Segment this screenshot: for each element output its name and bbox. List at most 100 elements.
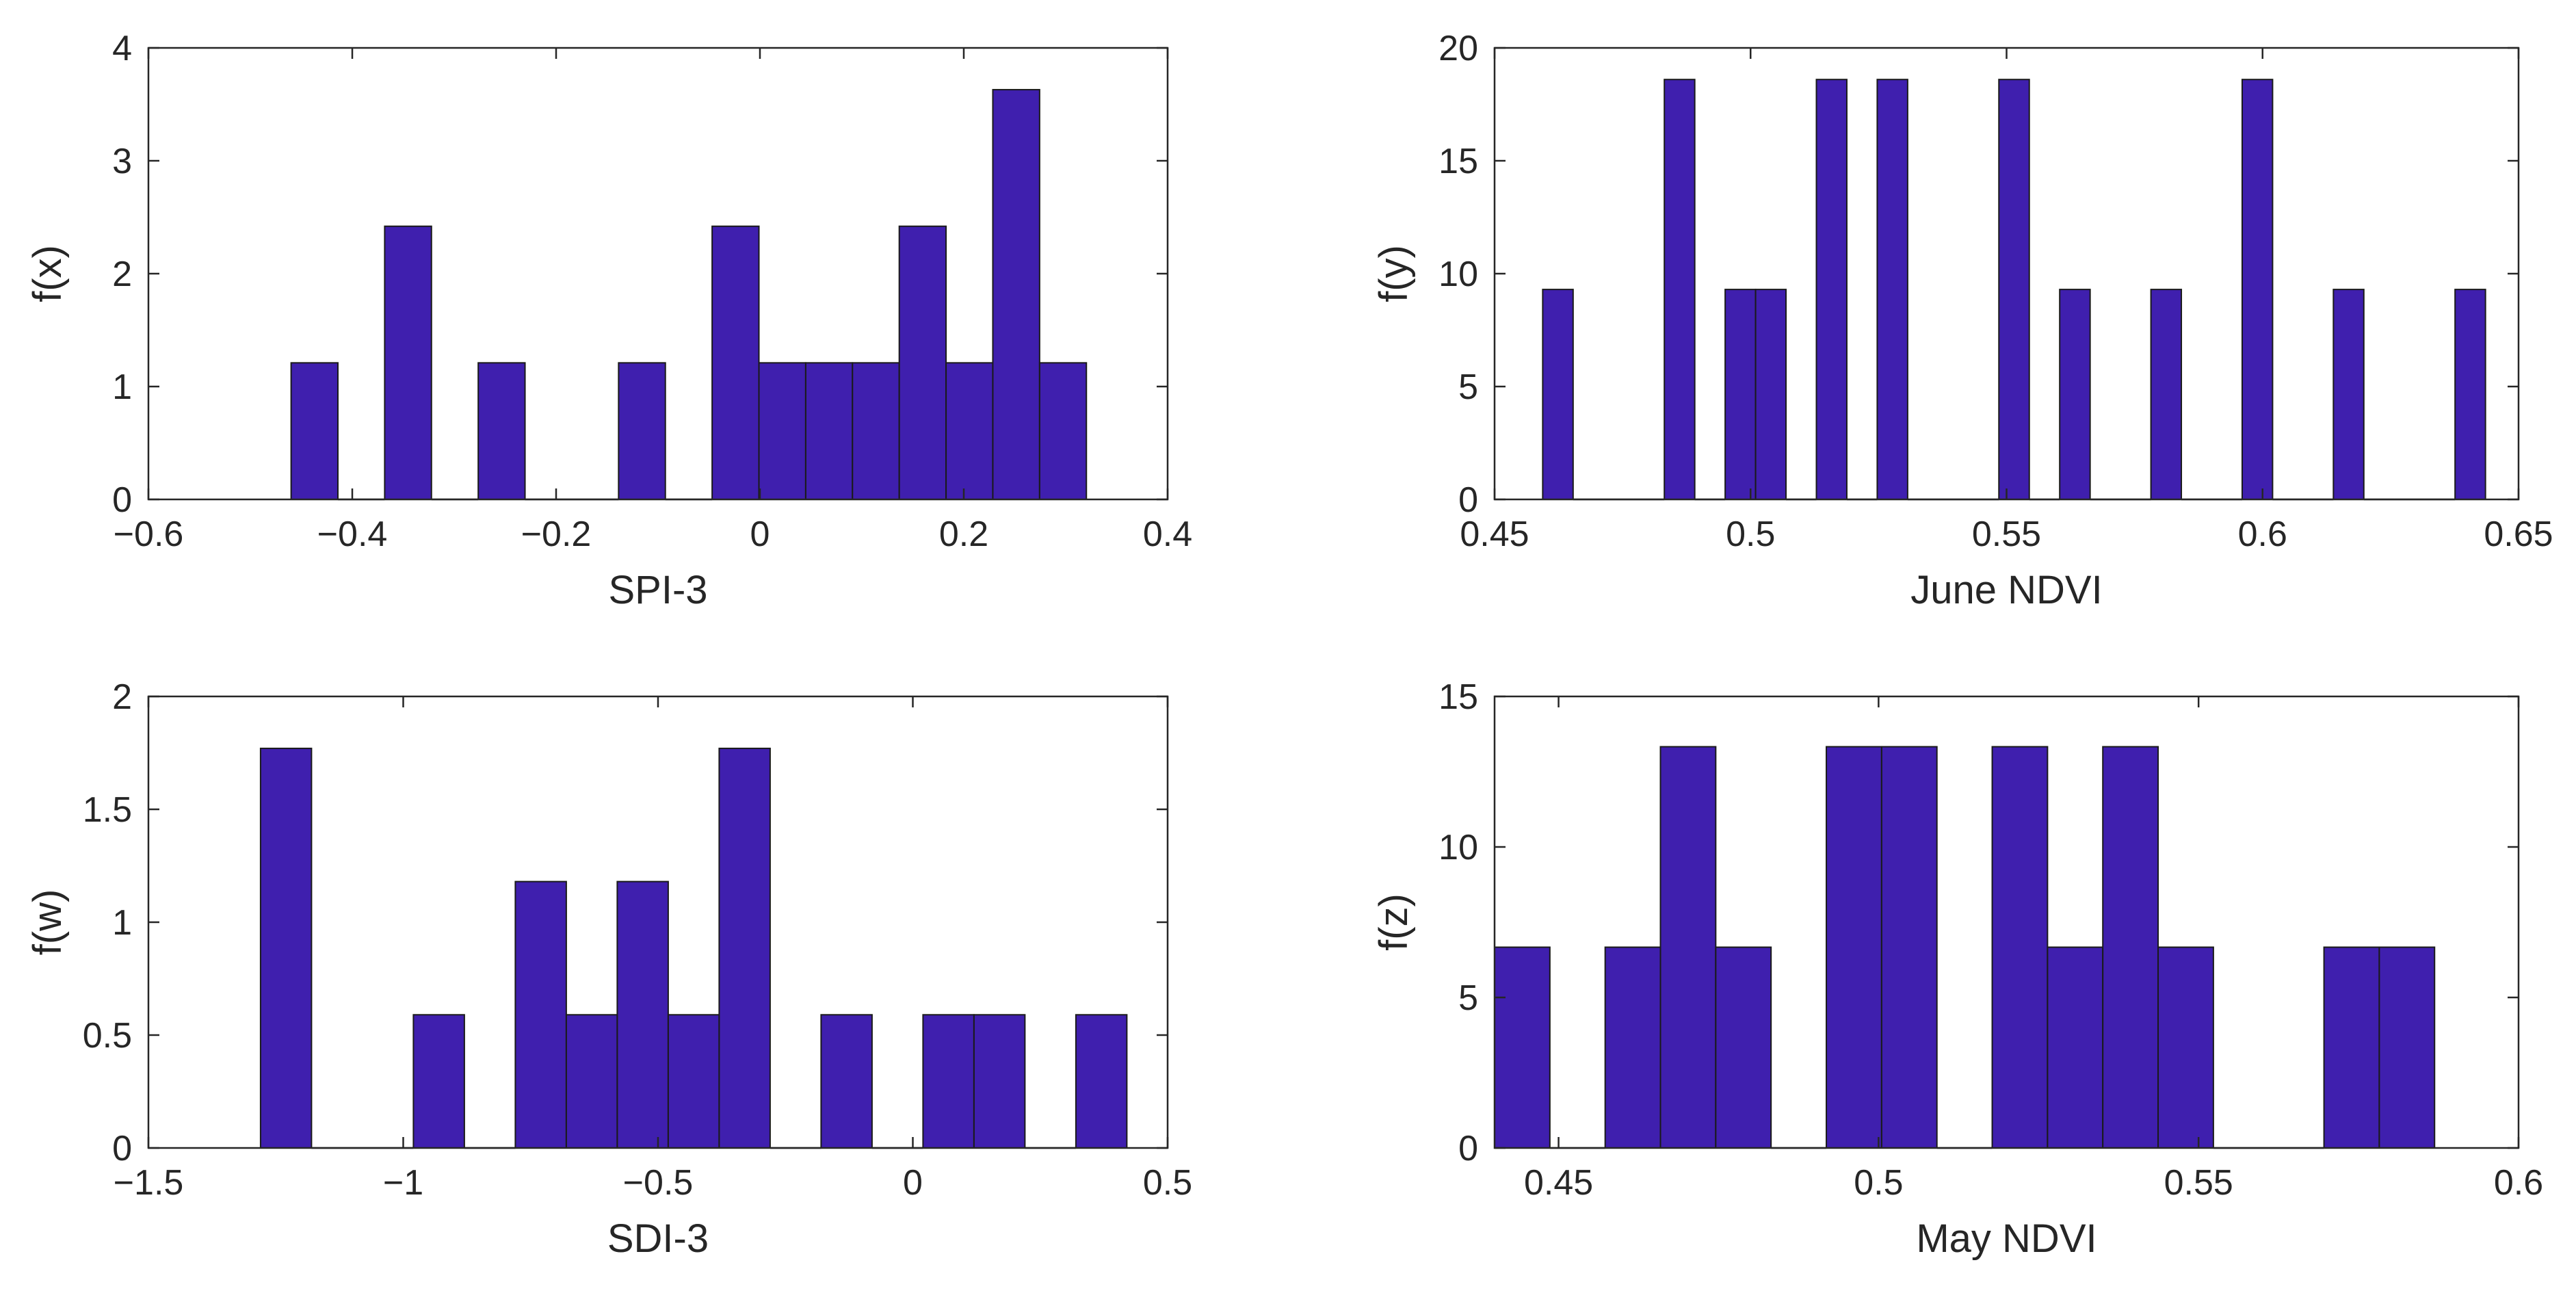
june_ndvi-bar-4 <box>1664 79 1696 500</box>
sdi3-bar-0 <box>259 747 313 1149</box>
june_ndvi-xtick-label: 0.6 <box>2238 514 2287 554</box>
sdi3-bar-14 <box>973 1014 1026 1149</box>
june_ndvi-xtick-label: 0.5 <box>1726 514 1775 554</box>
june_ndvi-bar-6 <box>1724 289 1757 500</box>
sdi3-bar-9 <box>718 747 771 1149</box>
june_ndvi-ytick-label: 0 <box>1458 480 1478 520</box>
spi3-ytick-label: 3 <box>112 142 132 181</box>
june_ndvi-ytick-label: 20 <box>1438 29 1478 68</box>
spi3-xtick-label: −0.4 <box>317 514 388 554</box>
sdi3-xtick-label: 0 <box>903 1163 923 1203</box>
june_ndvi-xtick-label: 0.55 <box>1972 514 2041 554</box>
sdi3-bar-6 <box>565 1014 618 1149</box>
may_ndvi-ytick-label: 15 <box>1438 677 1478 717</box>
sdi3-bar-7 <box>616 880 669 1149</box>
sdi3-bar-16 <box>1075 1014 1128 1149</box>
june_ndvi-x-axis-label: June NDVI <box>1910 568 2102 612</box>
june_ndvi-bar-7 <box>1754 289 1787 500</box>
sdi3-ytick-label: 1.5 <box>83 790 132 830</box>
june_ndvi-bar-30 <box>2454 289 2486 500</box>
sdi3-ytick-label: 1 <box>112 903 132 943</box>
spi3-x-axis-label: SPI-3 <box>608 568 707 612</box>
spi3-ytick-label: 0 <box>112 480 132 520</box>
may_ndvi-bar-0 <box>1494 946 1551 1149</box>
panel-june-ndvi: 0.45 0.5 0.55 0.6 0.65 0 5 10 15 20 June NDVI f(y) <box>1371 29 2553 612</box>
spi3-ytick-label: 2 <box>112 254 132 294</box>
may_ndvi-ytick-label: 0 <box>1458 1129 1478 1168</box>
spi3-bar-13 <box>898 225 947 500</box>
spi3-ytick-label: 4 <box>112 29 132 68</box>
june_ndvi-bar-0 <box>1542 289 1574 500</box>
may_ndvi-bar-4 <box>1715 946 1772 1149</box>
june_ndvi-bar-15 <box>1998 79 2030 500</box>
sdi3-bar-11 <box>820 1014 873 1149</box>
spi3-bar-2 <box>384 225 432 500</box>
sdi3-xtick-label: −1.5 <box>114 1163 184 1203</box>
june_ndvi-bar-9 <box>1815 79 1848 500</box>
may_ndvi-xtick-label: 0.5 <box>1854 1163 1903 1203</box>
may_ndvi-plot-frame <box>1493 695 2520 1149</box>
sdi3-y-axis-label: f(w) <box>25 889 70 956</box>
june_ndvi-bar-17 <box>2059 289 2091 500</box>
spi3-bar-0 <box>290 362 339 500</box>
sdi3-ytick-label: 2 <box>112 677 132 717</box>
june_ndvi-ytick-label: 15 <box>1438 142 1478 181</box>
spi3-y-axis-label: f(x) <box>25 245 70 302</box>
spi3-bar-16 <box>1038 362 1088 500</box>
sdi3-bar-8 <box>667 1014 720 1149</box>
june_ndvi-ytick-label: 5 <box>1458 367 1478 407</box>
spi3-bar-11 <box>804 362 854 500</box>
may_ndvi-ytick-label: 5 <box>1458 978 1478 1018</box>
sdi3-ytick-label: 0 <box>112 1129 132 1168</box>
spi3-bar-9 <box>711 225 760 500</box>
panel-may-ndvi: 0.45 0.5 0.55 0.6 0 5 10 15 May NDVI f(z) <box>1371 677 2543 1261</box>
sdi3-bar-5 <box>514 880 567 1149</box>
june_ndvi-xtick-label: 0.65 <box>2484 514 2553 554</box>
may_ndvi-bar-10 <box>2047 946 2104 1149</box>
may_ndvi-bar-16 <box>2378 946 2436 1149</box>
may_ndvi-bar-12 <box>2157 946 2214 1149</box>
june_ndvi-xtick-label: 0.45 <box>1460 514 1529 554</box>
june_ndvi-bar-26 <box>2332 289 2365 500</box>
may_ndvi-x-axis-label: May NDVI <box>1916 1216 2097 1261</box>
may_ndvi-xtick-label: 0.45 <box>1524 1163 1593 1203</box>
june_ndvi-bar-23 <box>2241 79 2274 500</box>
spi3-xtick-label: 0.2 <box>939 514 988 554</box>
sdi3-xtick-label: −1 <box>383 1163 423 1203</box>
may_ndvi-bar-6 <box>1826 746 1882 1149</box>
may_ndvi-bar-7 <box>1880 746 1938 1149</box>
spi3-bar-12 <box>852 362 900 500</box>
spi3-bar-15 <box>992 89 1040 501</box>
june_ndvi-y-axis-label: f(y) <box>1371 245 1416 302</box>
may_ndvi-bar-9 <box>1991 746 2049 1149</box>
spi3-bar-14 <box>945 362 994 500</box>
sdi3-x-axis-label: SDI-3 <box>607 1216 709 1261</box>
spi3-xtick-label: 0 <box>750 514 770 554</box>
may_ndvi-xtick-label: 0.6 <box>2494 1163 2543 1203</box>
sdi3-ytick-label: 0.5 <box>83 1016 132 1056</box>
spi3-bar-10 <box>758 362 806 500</box>
may_ndvi-bar-11 <box>2102 746 2159 1149</box>
may_ndvi-bar-15 <box>2323 946 2380 1149</box>
sdi3-bar-13 <box>922 1014 975 1149</box>
june_ndvi-bar-11 <box>1876 79 1908 500</box>
may_ndvi-xtick-label: 0.55 <box>2164 1163 2233 1203</box>
spi3-bar-4 <box>477 362 526 500</box>
may_ndvi-ytick-label: 10 <box>1438 828 1478 867</box>
panel-spi3: −0.6 −0.4 −0.2 0 0.2 0.4 0 1 2 3 4 SPI-3 f(x) <box>25 29 1192 612</box>
spi3-bar-7 <box>618 362 666 500</box>
june_ndvi-ytick-label: 10 <box>1438 254 1478 294</box>
spi3-ytick-label: 1 <box>112 367 132 407</box>
sdi3-xtick-label: −0.5 <box>623 1163 694 1203</box>
sdi3-xtick-label: 0.5 <box>1143 1163 1192 1203</box>
may_ndvi-bar-3 <box>1659 746 1717 1149</box>
june_ndvi-bar-20 <box>2150 289 2183 500</box>
spi3-xtick-label: −0.6 <box>114 514 184 554</box>
sdi3-bar-3 <box>412 1014 465 1149</box>
may_ndvi-y-axis-label: f(z) <box>1371 893 1416 951</box>
spi3-xtick-label: 0.4 <box>1143 514 1192 554</box>
may_ndvi-bar-2 <box>1604 946 1661 1149</box>
panel-sdi3: −1.5 −1 −0.5 0 0.5 0 0.5 1 1.5 2 SDI-3 f(w) <box>25 677 1192 1261</box>
spi3-xtick-label: −0.2 <box>521 514 592 554</box>
